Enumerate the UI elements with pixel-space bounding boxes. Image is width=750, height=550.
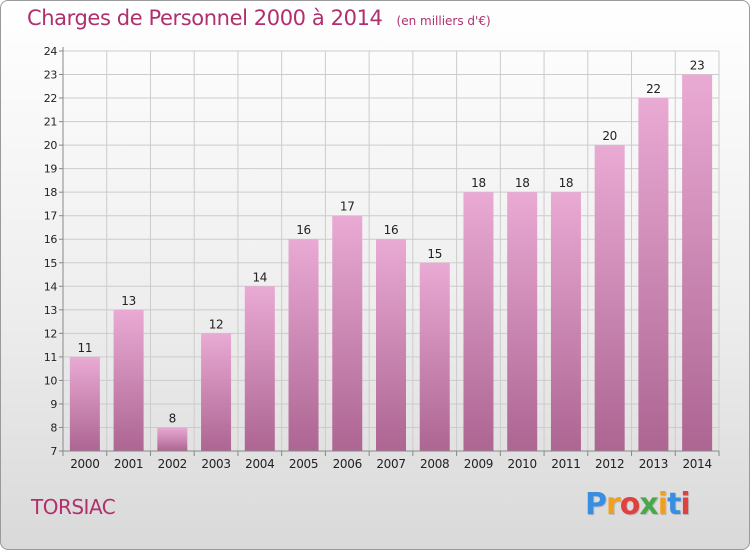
y-tick-label: 7 [50,445,57,458]
title-row: Charges de Personnel 2000 à 2014 (en mill… [27,6,491,30]
bar-2013[interactable] [638,98,669,451]
y-tick-label: 9 [50,398,57,411]
y-tick-label: 18 [44,186,58,199]
x-tick-label-2000: 2000 [70,457,99,471]
bar-2004[interactable] [244,286,275,451]
y-tick-label: 22 [44,92,57,105]
x-tick-label-2010: 2010 [508,457,537,471]
logo-letter: i [657,487,668,522]
x-tick-label-2012: 2012 [595,457,624,471]
y-tick-label: 13 [44,304,58,317]
y-tick-label: 19 [44,163,58,176]
y-tick-label: 21 [44,116,57,129]
label-layer: 7 8 9 10 11 12 13 14 15 16 17 18 19 20 21 22 23 24 11 2000 1… [44,45,712,471]
x-tick-label-2009: 2009 [464,457,493,471]
value-label-2013: 22 [646,82,661,96]
bar-2001[interactable] [113,309,144,451]
axis-layer [59,47,720,456]
bar-2014[interactable] [682,74,713,451]
value-label-2012: 20 [602,129,617,143]
y-tick-label: 10 [44,374,58,387]
y-tick-label: 8 [50,421,57,434]
value-label-2007: 16 [384,223,399,237]
x-tick-label-2011: 2011 [551,457,580,471]
bar-2007[interactable] [376,239,406,451]
value-label-2003: 12 [209,317,224,331]
chart-title: Charges de Personnel 2000 à 2014 [27,6,383,30]
bar-2002[interactable] [157,427,188,451]
y-tick-label: 15 [44,257,58,270]
logo-letter: o [619,487,641,522]
bar-2000[interactable] [69,356,100,451]
chart-subtitle: (en milliers d'€) [396,14,491,28]
x-tick-label-2013: 2013 [639,457,668,471]
value-label-2004: 14 [252,270,267,284]
value-label-2008: 15 [427,247,442,261]
proxiti-logo[interactable]: Proxiti [585,487,691,522]
bar-2005[interactable] [288,239,319,451]
bar-2003[interactable] [201,333,232,451]
x-tick-label-2001: 2001 [114,457,143,471]
bar-2010[interactable] [507,192,538,452]
value-label-2006: 17 [340,200,355,214]
bar-2009[interactable] [463,192,494,452]
value-label-2001: 13 [121,294,136,308]
y-tick-label: 23 [44,69,58,82]
x-tick-label-2007: 2007 [376,457,405,471]
x-tick-label-2005: 2005 [289,457,318,471]
value-label-2000: 11 [78,341,93,355]
x-tick-label-2006: 2006 [333,457,362,471]
y-tick-label: 12 [44,327,57,340]
y-tick-label: 14 [44,280,58,293]
value-label-2005: 16 [296,223,311,237]
bar-layer [69,74,713,452]
logo-letter: i [680,487,690,522]
value-label-2002: 8 [169,411,176,425]
bar-2008[interactable] [419,262,450,451]
x-tick-label-2003: 2003 [201,457,230,471]
logo-letter: P [585,487,607,522]
x-tick-label-2002: 2002 [158,457,187,471]
value-label-2014: 23 [690,59,705,73]
logo-letter: x [639,487,658,522]
value-label-2011: 18 [559,176,574,190]
logo-letter: t [667,487,681,522]
bar-2012[interactable] [594,145,625,451]
x-tick-label-2014: 2014 [682,457,711,471]
bar-2006[interactable] [332,215,363,451]
value-label-2010: 18 [515,176,530,190]
x-tick-label-2004: 2004 [245,457,274,471]
commune-name: TORSIAC [31,495,116,519]
y-tick-label: 24 [44,45,58,58]
x-tick-label-2008: 2008 [420,457,449,471]
logo-letter: r [606,487,621,522]
y-tick-label: 20 [44,139,58,152]
y-tick-label: 16 [44,233,58,246]
y-tick-label: 11 [44,351,57,364]
y-tick-label: 17 [44,210,58,223]
bar-2011[interactable] [550,192,581,452]
value-label-2009: 18 [471,176,486,190]
